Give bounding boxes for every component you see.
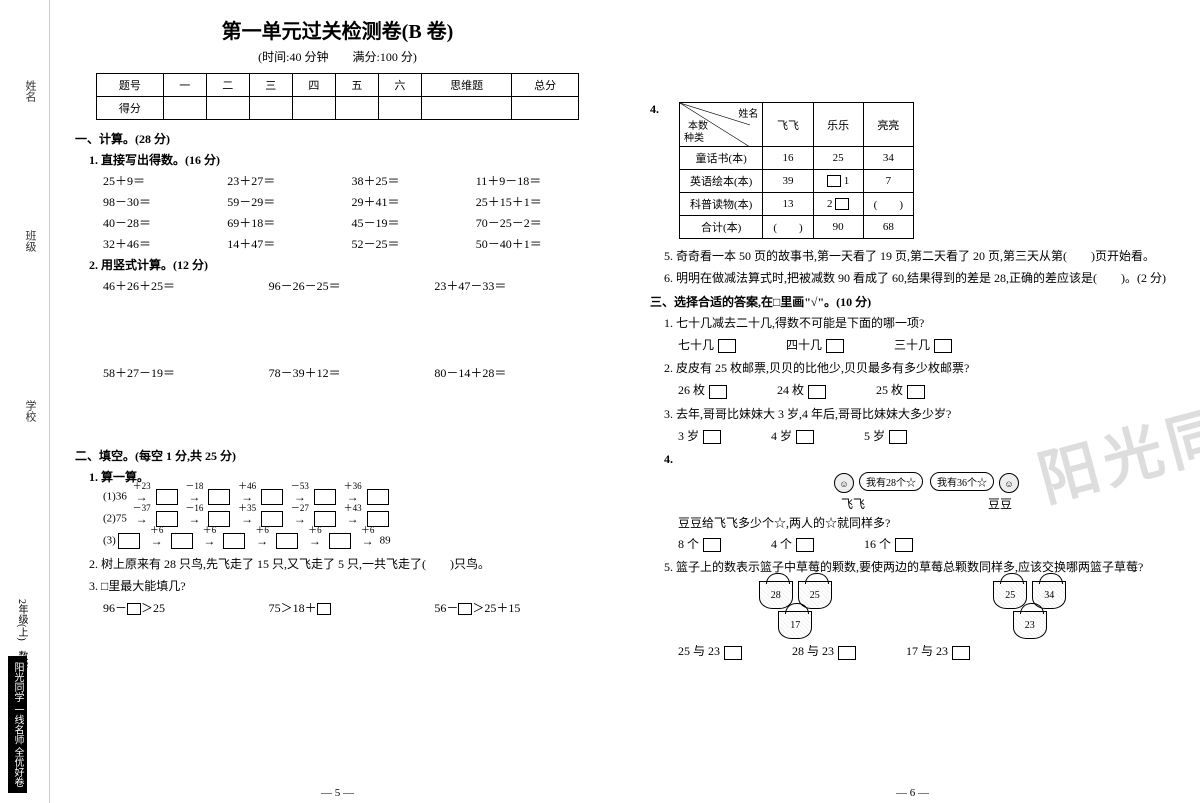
q5: 5. 奇奇看一本 50 页的故事书,第一天看了 19 页,第二天看了 20 页,… bbox=[664, 247, 1175, 265]
eq: 50－40＋1＝ bbox=[476, 235, 600, 252]
s1-p2-head: 2. 用竖式计算。(12 分) bbox=[89, 256, 600, 273]
eq: 29＋41＝ bbox=[352, 193, 476, 210]
page-number-6: — 6 — bbox=[896, 787, 929, 799]
page-number-5: — 5 — bbox=[321, 787, 354, 799]
score-table: 题号一二 三四五 六思维题总分 得分 bbox=[96, 73, 579, 120]
s2-p3-items: 96－＞25 75＞18＋ 56－＞25＋15 bbox=[103, 599, 600, 616]
avatar-icon: ☺ bbox=[999, 473, 1019, 493]
ineq: 75＞18＋ bbox=[269, 599, 435, 616]
eq: 59－29＝ bbox=[227, 193, 351, 210]
vertical-calc-row2: 58＋27－19＝ 78－39＋12＝ 80－14＋28＝ bbox=[103, 364, 600, 381]
page-6: 阳光同学 4. 姓名 本数 种类 飞飞 乐乐 亮亮 童话书(本)162534 英… bbox=[625, 0, 1200, 803]
q3-2-opts: 26 枚 24 枚 25 枚 bbox=[678, 381, 1175, 398]
eq: 96－26－25＝ bbox=[269, 277, 435, 294]
s2-p3-head: 3. □里最大能填几? bbox=[89, 577, 600, 595]
eq: 98－30＝ bbox=[103, 193, 227, 210]
eq: 52－25＝ bbox=[352, 235, 476, 252]
q3-3-opts: 3 岁 4 岁 5 岁 bbox=[678, 427, 1175, 444]
basket-icon: 23 bbox=[1013, 611, 1047, 639]
q3-4-opts: 8 个 4 个 16 个 bbox=[678, 535, 1175, 552]
basket-icon: 17 bbox=[778, 611, 812, 639]
eq: 14＋47＝ bbox=[227, 235, 351, 252]
page-subtitle: (时间:40 分钟 满分:100 分) bbox=[75, 48, 600, 65]
q3-1: 1. 七十几减去二十几,得数不可能是下面的哪一项? bbox=[664, 314, 1175, 332]
eq: 45－19＝ bbox=[352, 214, 476, 231]
eq: 46＋26＋25＝ bbox=[103, 277, 269, 294]
q3-4-q: 豆豆给飞飞多少个☆,两人的☆就同样多? bbox=[678, 514, 1175, 531]
s1-p1-head: 1. 直接写出得数。(16 分) bbox=[89, 151, 600, 168]
eq: 25＋15＋1＝ bbox=[476, 193, 600, 210]
vertical-calc-row1: 46＋26＋25＝ 96－26－25＝ 23＋47－33＝ bbox=[103, 277, 600, 294]
label-name: 姓名 bbox=[22, 80, 38, 102]
eq: 23＋27＝ bbox=[227, 172, 351, 189]
page: 姓名 班级 学校 2年级(上) 数学 SJ 阳光同学 一线名师 全优好卷 第一单… bbox=[0, 0, 1200, 803]
data-table: 姓名 本数 种类 飞飞 乐乐 亮亮 童话书(本)162534 英语绘本(本)39… bbox=[679, 102, 914, 239]
eq: 69＋18＝ bbox=[227, 214, 351, 231]
eq: 25＋9＝ bbox=[103, 172, 227, 189]
page-5: 第一单元过关检测卷(B 卷) (时间:40 分钟 满分:100 分) 题号一二 … bbox=[50, 0, 625, 803]
eq: 32＋46＝ bbox=[103, 235, 227, 252]
eq: 38＋25＝ bbox=[352, 172, 476, 189]
ineq: 96－＞25 bbox=[103, 599, 269, 616]
section-3-head: 三、选择合适的答案,在□里画"√"。(10 分) bbox=[650, 293, 1175, 310]
brand-label: 阳光同学 一线名师 全优好卷 bbox=[8, 656, 27, 793]
q3-5: 5. 篮子上的数表示篮子中草莓的颗数,要使两边的草莓总颗数同样多,应该交换哪两篮… bbox=[664, 558, 1175, 576]
ineq: 56－＞25＋15 bbox=[434, 599, 600, 616]
q3-1-opts: 七十几 四十几 三十几 bbox=[678, 336, 1175, 353]
q4-label: 4. bbox=[650, 102, 659, 117]
basket-left: 28 25 17 bbox=[758, 580, 833, 640]
q3-5-opts: 25 与 23 28 与 23 17 与 23 bbox=[678, 642, 1175, 659]
diag-cell: 姓名 本数 种类 bbox=[680, 103, 763, 147]
label-school: 学校 bbox=[22, 400, 38, 422]
avatar-icon: ☺ bbox=[834, 473, 854, 493]
eq: 40－28＝ bbox=[103, 214, 227, 231]
q3-2: 2. 皮皮有 25 枚邮票,贝贝的比他少,贝贝最多有多少枚邮票? bbox=[664, 359, 1175, 377]
s2-p2: 2. 树上原来有 28 只鸟,先飞走了 15 只,又飞走了 5 只,一共飞走了(… bbox=[89, 555, 600, 573]
score-header-row: 题号一二 三四五 六思维题总分 bbox=[97, 74, 579, 97]
chain-2: (2)75 －37→ －16→ ＋35→ －27→ ＋43→ bbox=[103, 511, 600, 527]
margin-column: 姓名 班级 学校 2年级(上) 数学 SJ 阳光同学 一线名师 全优好卷 bbox=[0, 0, 50, 803]
eq: 23＋47－33＝ bbox=[434, 277, 600, 294]
basket-group: 28 25 17 25 34 23 bbox=[678, 580, 1147, 640]
section-1-head: 一、计算。(28 分) bbox=[75, 130, 600, 147]
q3-4-speech: ☺ 我有28个☆ 我有36个☆ ☺ bbox=[678, 472, 1175, 493]
basket-icon: 25 bbox=[993, 581, 1027, 609]
eq: 78－39＋12＝ bbox=[269, 364, 435, 381]
equation-grid: 25＋9＝ 23＋27＝ 38＋25＝ 11＋9－18＝ 98－30＝ 59－2… bbox=[103, 172, 600, 252]
eq: 11＋9－18＝ bbox=[476, 172, 600, 189]
q3-4-label: 4. bbox=[664, 450, 1175, 468]
eq: 80－14＋28＝ bbox=[434, 364, 600, 381]
chain-3: (3) ＋6→ ＋6→ ＋6→ ＋6→ ＋6→89 bbox=[103, 533, 600, 549]
page-title: 第一单元过关检测卷(B 卷) bbox=[75, 15, 600, 44]
basket-right: 25 34 23 bbox=[992, 580, 1067, 640]
section-2-head: 二、填空。(每空 1 分,共 25 分) bbox=[75, 447, 600, 464]
q3-4-names: 飞飞 豆豆 bbox=[678, 495, 1175, 512]
label-class: 班级 bbox=[22, 230, 38, 252]
q3-3: 3. 去年,哥哥比妹妹大 3 岁,4 年后,哥哥比妹妹大多少岁? bbox=[664, 405, 1175, 423]
eq: 70－25－2＝ bbox=[476, 214, 600, 231]
eq: 58＋27－19＝ bbox=[103, 364, 269, 381]
q6: 6. 明明在做减法算式时,把被减数 90 看成了 60,结果得到的差是 28,正… bbox=[664, 269, 1175, 287]
score-value-row: 得分 bbox=[97, 97, 579, 120]
